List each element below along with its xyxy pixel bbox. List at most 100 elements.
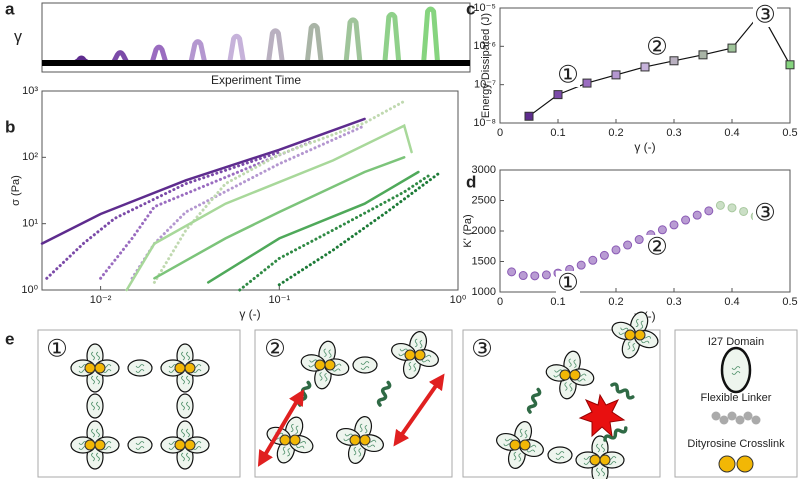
legend-text: I27 Domain: [708, 336, 764, 348]
stress-curve: [206, 170, 420, 284]
domain-strand: [181, 428, 190, 438]
domain-strand: [568, 358, 577, 369]
state-label: ②: [264, 335, 286, 362]
linker: [603, 426, 628, 442]
energy-line: [528, 11, 791, 117]
strain-pulse: [304, 22, 324, 64]
domain-strand: [555, 451, 565, 460]
force-arrow: [393, 373, 445, 447]
stress-curve: [125, 123, 413, 292]
domain-strand: [91, 428, 100, 438]
x-tick-label: 10⁻¹: [268, 294, 290, 306]
x-tick-label: 0.2: [608, 296, 623, 308]
force-arrow: [257, 389, 305, 467]
x-tick-label: 0: [497, 296, 503, 308]
modulus-point: [657, 225, 667, 235]
domain-strand: [91, 401, 100, 411]
crosslink: [569, 369, 581, 381]
linker: [376, 380, 392, 407]
linker: [610, 382, 635, 400]
strain-pulse: [188, 39, 208, 64]
stress-curve: [130, 124, 367, 280]
modulus-point: [530, 271, 540, 281]
x-tick-label: 0.2: [608, 127, 623, 139]
stress-curve: [45, 150, 281, 280]
domain-strand: [181, 375, 190, 385]
i27-domain: [352, 356, 378, 374]
y-tick-label: 2000: [472, 225, 496, 237]
x-tick-label: 0.1: [550, 127, 565, 139]
modulus-point: [599, 250, 609, 260]
stress-curve: [40, 117, 366, 245]
x-tick-label: 0.3: [666, 127, 681, 139]
y-tick-label: 10¹: [22, 218, 38, 230]
annotation-bg: [556, 63, 580, 87]
domain-strand: [181, 351, 190, 361]
domain-strand: [513, 451, 522, 462]
crosslink: [84, 362, 96, 374]
crosslink: [359, 434, 371, 446]
energy-marker: [553, 90, 563, 100]
crosslink: [559, 369, 571, 381]
y-tick-label: 10⁰: [21, 284, 38, 296]
domain-strand: [627, 341, 636, 352]
state-label: ①: [46, 335, 68, 362]
crosslink: [324, 359, 336, 371]
modulus-point: [704, 206, 714, 216]
energy-marker: [611, 70, 621, 80]
rupture-star: [578, 393, 626, 438]
panel-label: a: [5, 0, 15, 18]
x-tick-label: 0.3: [666, 296, 681, 308]
stress-curve: [238, 173, 432, 292]
energy-marker: [582, 78, 592, 88]
panel-label: d: [466, 172, 476, 191]
energy-marker: [785, 60, 795, 70]
domain-strand: [91, 351, 100, 361]
domain-strand: [519, 428, 528, 439]
strain-pulse: [227, 33, 247, 64]
annotation-bg: [753, 3, 777, 27]
panel-label: b: [5, 117, 15, 136]
annotation: ③: [754, 199, 776, 226]
annotation: ①: [557, 269, 579, 296]
crosslink: [634, 329, 646, 341]
domain-strand: [353, 446, 362, 457]
strain-pulse: [421, 6, 441, 64]
strain-pulse: [265, 28, 285, 64]
modulus-point: [518, 271, 528, 281]
energy-marker: [669, 56, 679, 66]
x-axis-label: Experiment Time: [211, 73, 301, 87]
domain-strand: [731, 366, 741, 375]
linker-bead: [743, 411, 753, 421]
y-tick-label: 10⁻⁸: [473, 117, 496, 129]
crosslink: [589, 454, 601, 466]
crosslink: [289, 434, 301, 446]
modulus-point: [681, 215, 691, 225]
annotation: ②: [646, 233, 668, 260]
crosslink: [509, 439, 521, 451]
domain-strand: [181, 401, 190, 411]
y-tick-label: 10⁻⁶: [473, 40, 496, 52]
domain-strand: [596, 443, 605, 453]
linker-bead: [735, 415, 745, 425]
i27-domain: [127, 436, 153, 454]
crosslink: [184, 362, 196, 374]
x-tick-label: 0.4: [724, 296, 739, 308]
y-tick-label: 1500: [472, 255, 496, 267]
modulus-point: [634, 235, 644, 245]
i27-domain: [176, 393, 194, 419]
modulus-point: [715, 200, 725, 210]
modulus-point: [576, 260, 586, 270]
annotation-bg: [645, 235, 669, 259]
crosslink: [94, 362, 106, 374]
y-axis-label: K' (Pa): [462, 214, 474, 247]
i27-domain: [547, 446, 573, 464]
crosslink: [94, 439, 106, 451]
crosslink: [174, 362, 186, 374]
x-tick-label: 0.4: [724, 127, 739, 139]
domain-strand: [414, 338, 423, 349]
domain-strand: [181, 452, 190, 462]
crosslink: [404, 349, 416, 361]
domain-strand: [91, 452, 100, 462]
